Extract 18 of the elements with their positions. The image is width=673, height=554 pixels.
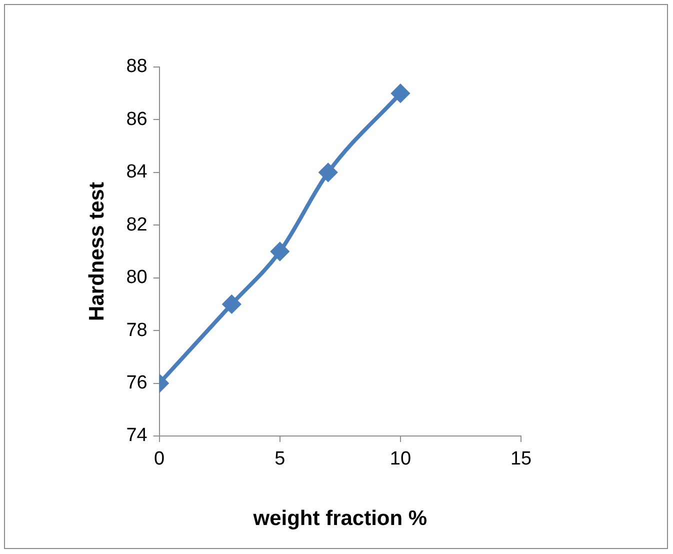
y-tick-label: 80 [126,267,148,288]
x-tick-label: 5 [274,448,286,470]
point [391,84,410,102]
x-axis-title: weight fraction % [252,507,428,530]
y-axis-title: Hardness test [85,182,108,321]
y-tick-label: 84 [126,162,148,183]
point [319,163,338,182]
point [270,242,289,260]
y-tick-label: 74 [126,425,148,446]
x-tick-label: 10 [390,448,412,470]
x-tick-label: 0 [154,448,165,470]
y-tick-label: 86 [126,108,148,130]
y-tick-label: 88 [126,56,148,78]
y-tick-label: 76 [126,372,148,394]
point [222,295,241,314]
y-tick-label: 82 [126,214,148,236]
x-tick-label: 15 [510,448,532,470]
y-tick-label: 78 [126,320,148,341]
